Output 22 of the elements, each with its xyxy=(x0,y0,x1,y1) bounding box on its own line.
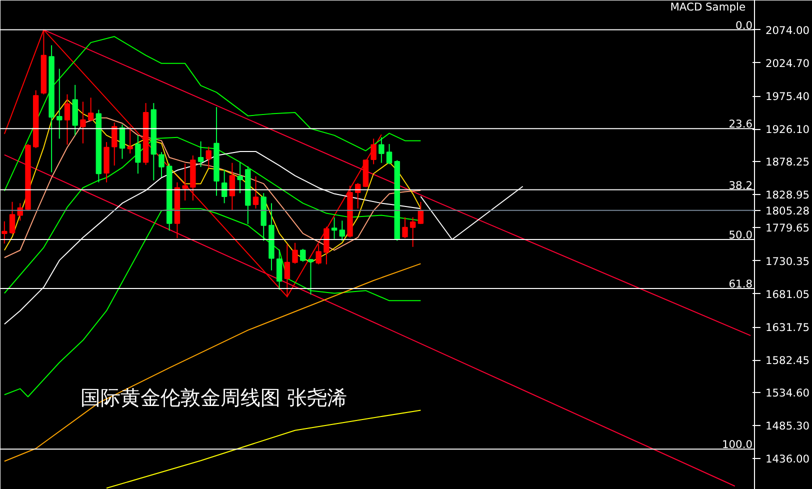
y-tick-label: 1436.00 xyxy=(766,452,810,466)
y-tick-label: 1878.25 xyxy=(766,155,810,168)
annotation: 38.2 xyxy=(728,178,753,192)
y-tick-label: 2074.00 xyxy=(766,24,810,37)
annotation: MACD Sample xyxy=(670,0,746,14)
ref-line-label: 1805.28 xyxy=(766,204,810,218)
y-tick-label: 1926.10 xyxy=(766,123,810,136)
annotation: 50.0 xyxy=(728,228,753,242)
y-tick-label: 1681.05 xyxy=(766,288,810,301)
annotation: 100.0 xyxy=(722,438,753,452)
y-tick-label: 1631.75 xyxy=(766,321,810,334)
y-tick-label: 1828.95 xyxy=(766,188,810,202)
y-tick-label: 1582.45 xyxy=(766,354,810,368)
annotation: 23.6 xyxy=(728,118,753,131)
y-tick-label: 2024.70 xyxy=(766,56,810,70)
y-tick-label: 1779.65 xyxy=(766,222,810,235)
y-tick-label: 1485.30 xyxy=(766,419,810,432)
y-tick-label: 1730.35 xyxy=(766,254,810,268)
annotation: 0.0 xyxy=(736,18,753,32)
y-tick-label: 1975.40 xyxy=(766,90,810,104)
annotation: 61.8 xyxy=(728,278,753,291)
y-tick-label: 1534.60 xyxy=(766,386,810,400)
